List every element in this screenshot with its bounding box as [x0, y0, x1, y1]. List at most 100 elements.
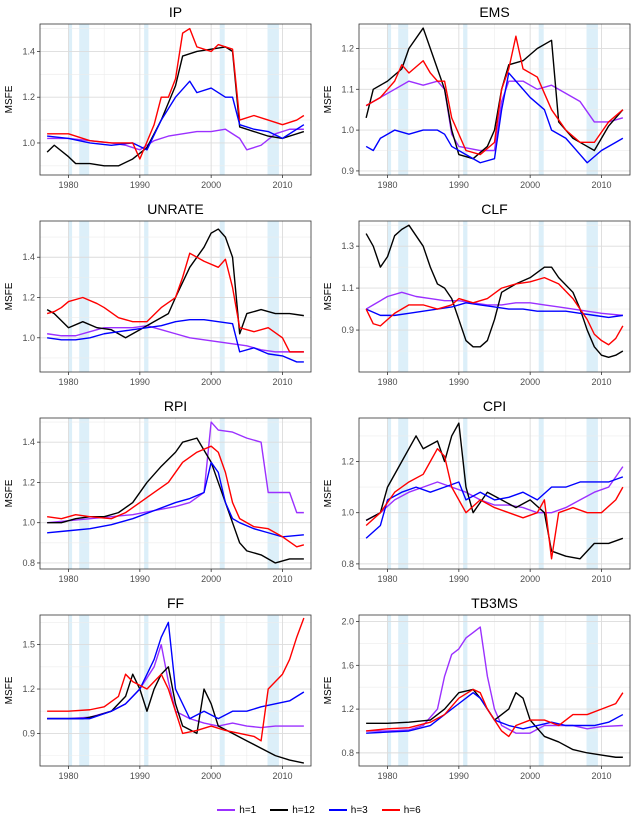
y-tick-label: 1.4: [22, 252, 35, 262]
x-tick-label: 1990: [130, 771, 150, 781]
x-tick-label: 2000: [520, 574, 540, 584]
y-tick-label: 0.8: [341, 559, 354, 569]
series-line-h-12: [365, 422, 624, 560]
chart-panel-tb3ms: 0.8 1.2 1.6 2.0 1980 1990 2000 2010 TB3MS MSFE: [319, 591, 638, 788]
series-line-h-1: [365, 291, 623, 317]
y-axis-label: MSFE: [4, 85, 15, 113]
x-tick-label: 2000: [520, 180, 540, 190]
x-tick-label: 2000: [520, 771, 540, 781]
recession-band: [68, 24, 73, 175]
chart-panel-ems: 0.9 1.0 1.1 1.2 1980 1990 2000 2010 EMS MSFE: [319, 0, 638, 197]
y-axis-label: MSFE: [4, 479, 15, 507]
y-tick-label: 0.8: [22, 558, 35, 568]
y-axis-label: MSFE: [323, 479, 334, 507]
x-tick-label: 1980: [59, 377, 79, 387]
chart-svg-ff: 0.9 1.2 1.5 1980 1990 2000 2010 FF MSFE: [4, 595, 312, 781]
legend: h=1 h=12 h=3 h=6: [0, 800, 638, 820]
y-tick-label: 1.0: [341, 125, 354, 135]
legend-item-h6: h=6: [381, 804, 421, 816]
chart-title: CLF: [481, 201, 507, 217]
x-tick-label: 1990: [449, 574, 469, 584]
recession-band: [68, 615, 73, 766]
y-tick-label: 0.8: [341, 748, 354, 758]
plot-border: [39, 417, 312, 570]
chart-svg-rpi: 0.8 1.0 1.2 1.4 1980 1990 2000 2010 RPI MSFE: [4, 398, 312, 584]
chart-panel-unrate: 1.0 1.2 1.4 1980 1990 2000 2010 UNRATE MSFE: [0, 197, 319, 394]
y-axis-label: MSFE: [323, 676, 334, 704]
recession-band: [398, 221, 409, 372]
x-tick-label: 1980: [378, 574, 398, 584]
recession-band: [144, 24, 149, 175]
x-tick-label: 1990: [130, 180, 150, 190]
x-tick-label: 2000: [201, 180, 221, 190]
x-tick-label: 1980: [59, 574, 79, 584]
y-tick-label: 1.2: [22, 92, 35, 102]
y-tick-label: 2.0: [341, 617, 354, 627]
recession-band: [267, 24, 279, 175]
series-line-h-6: [47, 617, 305, 742]
recession-band: [586, 615, 598, 766]
series-line-h-3: [47, 461, 304, 538]
y-tick-label: 1.2: [22, 293, 35, 303]
x-tick-label: 2010: [591, 574, 611, 584]
recession-band: [398, 418, 409, 569]
series-line-h-3: [365, 476, 624, 539]
y-tick-label: 1.2: [341, 43, 354, 53]
recession-band: [398, 615, 409, 766]
recession-band: [538, 418, 544, 569]
x-tick-label: 2010: [591, 180, 611, 190]
series-line-h-3: [365, 302, 623, 319]
x-tick-label: 2010: [591, 771, 611, 781]
series-line-h-3: [47, 318, 304, 363]
x-tick-label: 2010: [272, 180, 292, 190]
legend-item-h12: h=12: [270, 805, 315, 816]
plot-border: [39, 614, 312, 767]
y-tick-label: 1.2: [22, 684, 35, 694]
series-line-h-1: [365, 466, 624, 521]
chart-svg-ip: 1.0 1.2 1.4 1980 1990 2000 2010 IP MSFE: [4, 4, 312, 190]
recession-band: [79, 615, 90, 766]
series-line-h-3: [47, 621, 305, 720]
recession-band: [79, 24, 90, 175]
x-tick-label: 2010: [272, 377, 292, 387]
recession-band: [79, 221, 90, 372]
chart-grid: 1.0 1.2 1.4 1980 1990 2000 2010 IP MSFE 0.9 1.0 1.1…: [0, 0, 638, 788]
y-tick-label: 1.0: [22, 138, 35, 148]
x-tick-label: 1980: [378, 771, 398, 781]
legend-swatch-h12: [270, 809, 289, 811]
series-line-h-1: [365, 80, 624, 152]
legend-label-h6: h=6: [403, 804, 421, 816]
series-line-h-6: [365, 276, 624, 346]
chart-title: IP: [169, 4, 182, 20]
plot-border: [39, 23, 312, 176]
recession-band: [68, 221, 73, 372]
series-line-h-6: [366, 688, 624, 738]
recession-band: [398, 24, 409, 175]
recession-band: [219, 221, 225, 372]
y-tick-label: 1.0: [22, 333, 35, 343]
x-tick-label: 1990: [449, 180, 469, 190]
chart-panel-cpi: 0.8 1.0 1.2 1980 1990 2000 2010 CPI MSFE: [319, 394, 638, 591]
series-line-h-6: [365, 35, 624, 156]
x-tick-label: 2010: [272, 771, 292, 781]
y-tick-label: 1.4: [22, 437, 35, 447]
chart-title: FF: [167, 595, 184, 611]
recession-band: [144, 221, 149, 372]
y-axis-label: MSFE: [323, 282, 334, 310]
recession-band: [267, 615, 279, 766]
chart-panel-ff: 0.9 1.2 1.5 1980 1990 2000 2010 FF MSFE: [0, 591, 319, 788]
chart-title: RPI: [164, 398, 187, 414]
chart-title: CPI: [483, 398, 506, 414]
chart-svg-clf: 0.9 1.1 1.3 1980 1990 2000 2010 CLF MSFE: [323, 201, 631, 387]
series-line-h-6: [47, 445, 305, 548]
legend-label-h1: h=1: [239, 804, 257, 816]
legend-item-h3: h=3: [328, 805, 368, 816]
x-tick-label: 1990: [130, 574, 150, 584]
chart-title: EMS: [479, 4, 509, 20]
chart-title: TB3MS: [471, 595, 518, 611]
x-tick-label: 2000: [520, 377, 540, 387]
chart-panel-rpi: 0.8 1.0 1.2 1.4 1980 1990 2000 2010 RPI MSFE: [0, 394, 319, 591]
legend-swatch-h1: [217, 809, 236, 811]
x-tick-label: 1980: [378, 180, 398, 190]
recession-band: [144, 418, 149, 569]
